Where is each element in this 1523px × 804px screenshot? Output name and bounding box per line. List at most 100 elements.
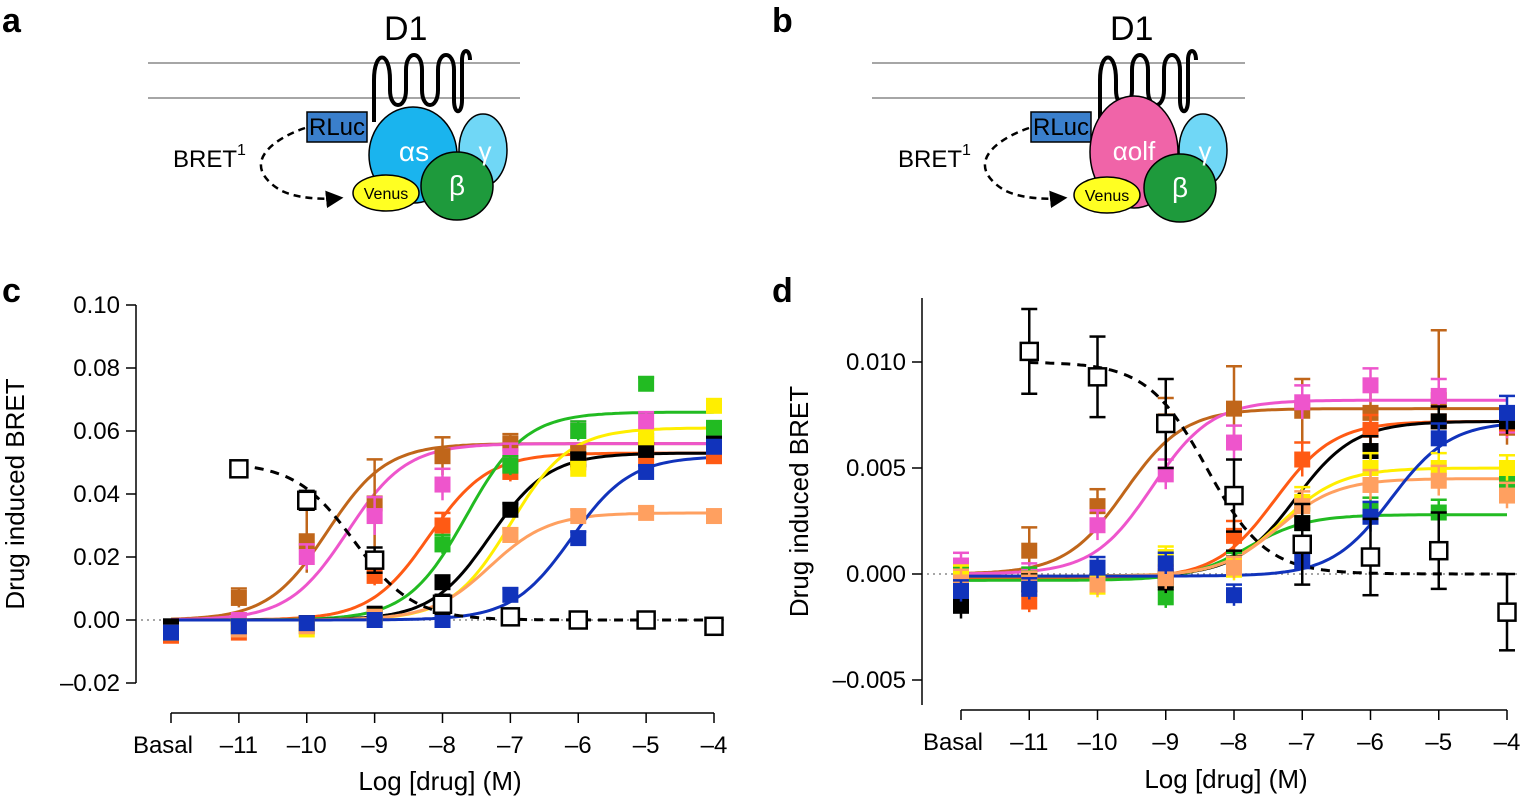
data-point-magenta: [1294, 394, 1311, 411]
data-point-magenta: [298, 549, 315, 565]
data-point-green: [638, 375, 655, 392]
y-axis-label: Drug induced BRET: [0, 378, 30, 609]
data-point-red: [1294, 451, 1311, 468]
data-point-antagonist: [297, 490, 317, 511]
data-point-brown: [1021, 542, 1038, 559]
data-point-yellow: [1499, 460, 1515, 476]
data-point-green: [434, 536, 451, 553]
data-point-yellow: [638, 429, 655, 446]
data-point-magenta: [1226, 434, 1242, 451]
diagram-a: D1 RLuc Venus αs β γ BRET1: [148, 10, 520, 221]
data-point-yellow: [570, 460, 587, 477]
data-point-red: [434, 517, 451, 534]
y-tick-label: –0.005: [833, 667, 906, 694]
data-point-blue: [638, 463, 655, 480]
alpha-label: αs: [399, 136, 429, 167]
data-point-blue: [502, 586, 519, 603]
y-tick-label: 0.000: [846, 561, 906, 588]
data-point-orange: [1157, 570, 1174, 587]
data-point-magenta: [1089, 517, 1106, 534]
x-tick-label: Basal: [923, 729, 983, 756]
bret-label: BRET1: [173, 142, 246, 173]
x-tick-label: –7: [1289, 729, 1316, 756]
data-point-yellow: [1362, 460, 1379, 476]
data-point-magenta: [366, 508, 383, 525]
data-point-antagonist: [364, 550, 385, 570]
data-point-blue: [953, 582, 969, 599]
fit-curve-antagonist: [238, 464, 714, 622]
data-point-orange: [1430, 472, 1447, 489]
data-point-magenta: [638, 413, 655, 430]
data-point-blue: [230, 618, 247, 635]
data-point-black: [638, 441, 655, 458]
beta-subunit: [1143, 153, 1217, 223]
x-tick-label: –8: [429, 732, 456, 759]
data-point-yellow: [706, 397, 722, 414]
data-point-antagonist: [1087, 367, 1108, 387]
data-point-blue: [298, 615, 315, 632]
y-tick-label: 0.02: [73, 544, 120, 571]
data-point-orange: [502, 526, 519, 543]
acceptor-ellipse: [352, 174, 420, 212]
data-point-orange: [1089, 576, 1106, 593]
data-point-orange: [1226, 559, 1242, 576]
x-tick-label: –10: [287, 732, 327, 759]
x-tick-label: –5: [633, 732, 660, 759]
data-point-brown: [1362, 404, 1379, 421]
y-tick-label: 0.005: [846, 455, 906, 482]
data-point-blue: [1226, 587, 1242, 604]
data-point-antagonist: [1497, 602, 1517, 622]
data-point-blue: [1362, 508, 1379, 525]
y-tick-label: 0.08: [73, 355, 120, 382]
x-tick-label: –11: [220, 732, 258, 759]
x-axis-label: Log [drug] (M): [358, 766, 521, 796]
data-point-brown: [434, 448, 451, 465]
data-point-antagonist: [1156, 413, 1176, 434]
gamma-label: γ: [1199, 136, 1212, 166]
panel-letter-b: b: [772, 2, 793, 40]
data-point-black: [434, 574, 451, 591]
data-point-green: [502, 457, 519, 474]
data-point-antagonist: [568, 610, 588, 630]
data-point-blue: [163, 624, 179, 641]
data-point-magenta: [1362, 377, 1379, 394]
donor-label: RLuc: [1033, 114, 1089, 141]
x-tick-label: –10: [1077, 729, 1117, 756]
x-tick-label: –7: [497, 732, 524, 759]
y-tick-label: –0.02: [60, 670, 120, 697]
alpha-label: αolf: [1113, 136, 1156, 166]
data-point-antagonist: [229, 459, 249, 479]
data-point-green: [706, 419, 722, 436]
data-point-orange: [706, 508, 722, 525]
x-axis-label: Log [drug] (M): [1144, 764, 1307, 794]
y-tick-label: 0.04: [73, 481, 120, 508]
data-point-antagonist: [1429, 540, 1449, 561]
x-tick-label: –5: [1425, 729, 1452, 756]
x-tick-label: –6: [1357, 729, 1384, 756]
data-point-orange: [638, 504, 655, 521]
donor-box: [306, 111, 368, 143]
data-point-blue: [1021, 580, 1038, 597]
data-point-magenta: [1430, 387, 1447, 404]
x-tick-label: –8: [1221, 729, 1248, 756]
data-point-blue: [366, 612, 383, 628]
data-point-antagonist: [432, 594, 453, 614]
data-point-brown: [1226, 400, 1242, 417]
data-point-antagonist: [500, 607, 521, 627]
x-tick-label: –4: [701, 732, 728, 759]
data-point-antagonist: [1224, 485, 1244, 506]
gamma-label: γ: [479, 136, 492, 166]
data-point-black: [1430, 413, 1447, 430]
y-tick-label: 0.06: [73, 418, 120, 445]
fit-curve-antagonist: [1029, 361, 1507, 576]
x-tick-label: –9: [361, 732, 388, 759]
bret-label: BRET1: [898, 142, 971, 173]
beta-label: β: [1172, 172, 1188, 203]
donor-box: [1030, 111, 1092, 143]
bret-transfer-arrow: [259, 126, 344, 209]
x-tick-label: –6: [565, 732, 592, 759]
y-tick-label: 0.00: [73, 607, 120, 634]
data-point-red: [1362, 421, 1379, 438]
data-point-brown: [230, 589, 247, 606]
diagram-b: D1 RLuc Venus αolf β γ BRET1: [872, 10, 1245, 223]
